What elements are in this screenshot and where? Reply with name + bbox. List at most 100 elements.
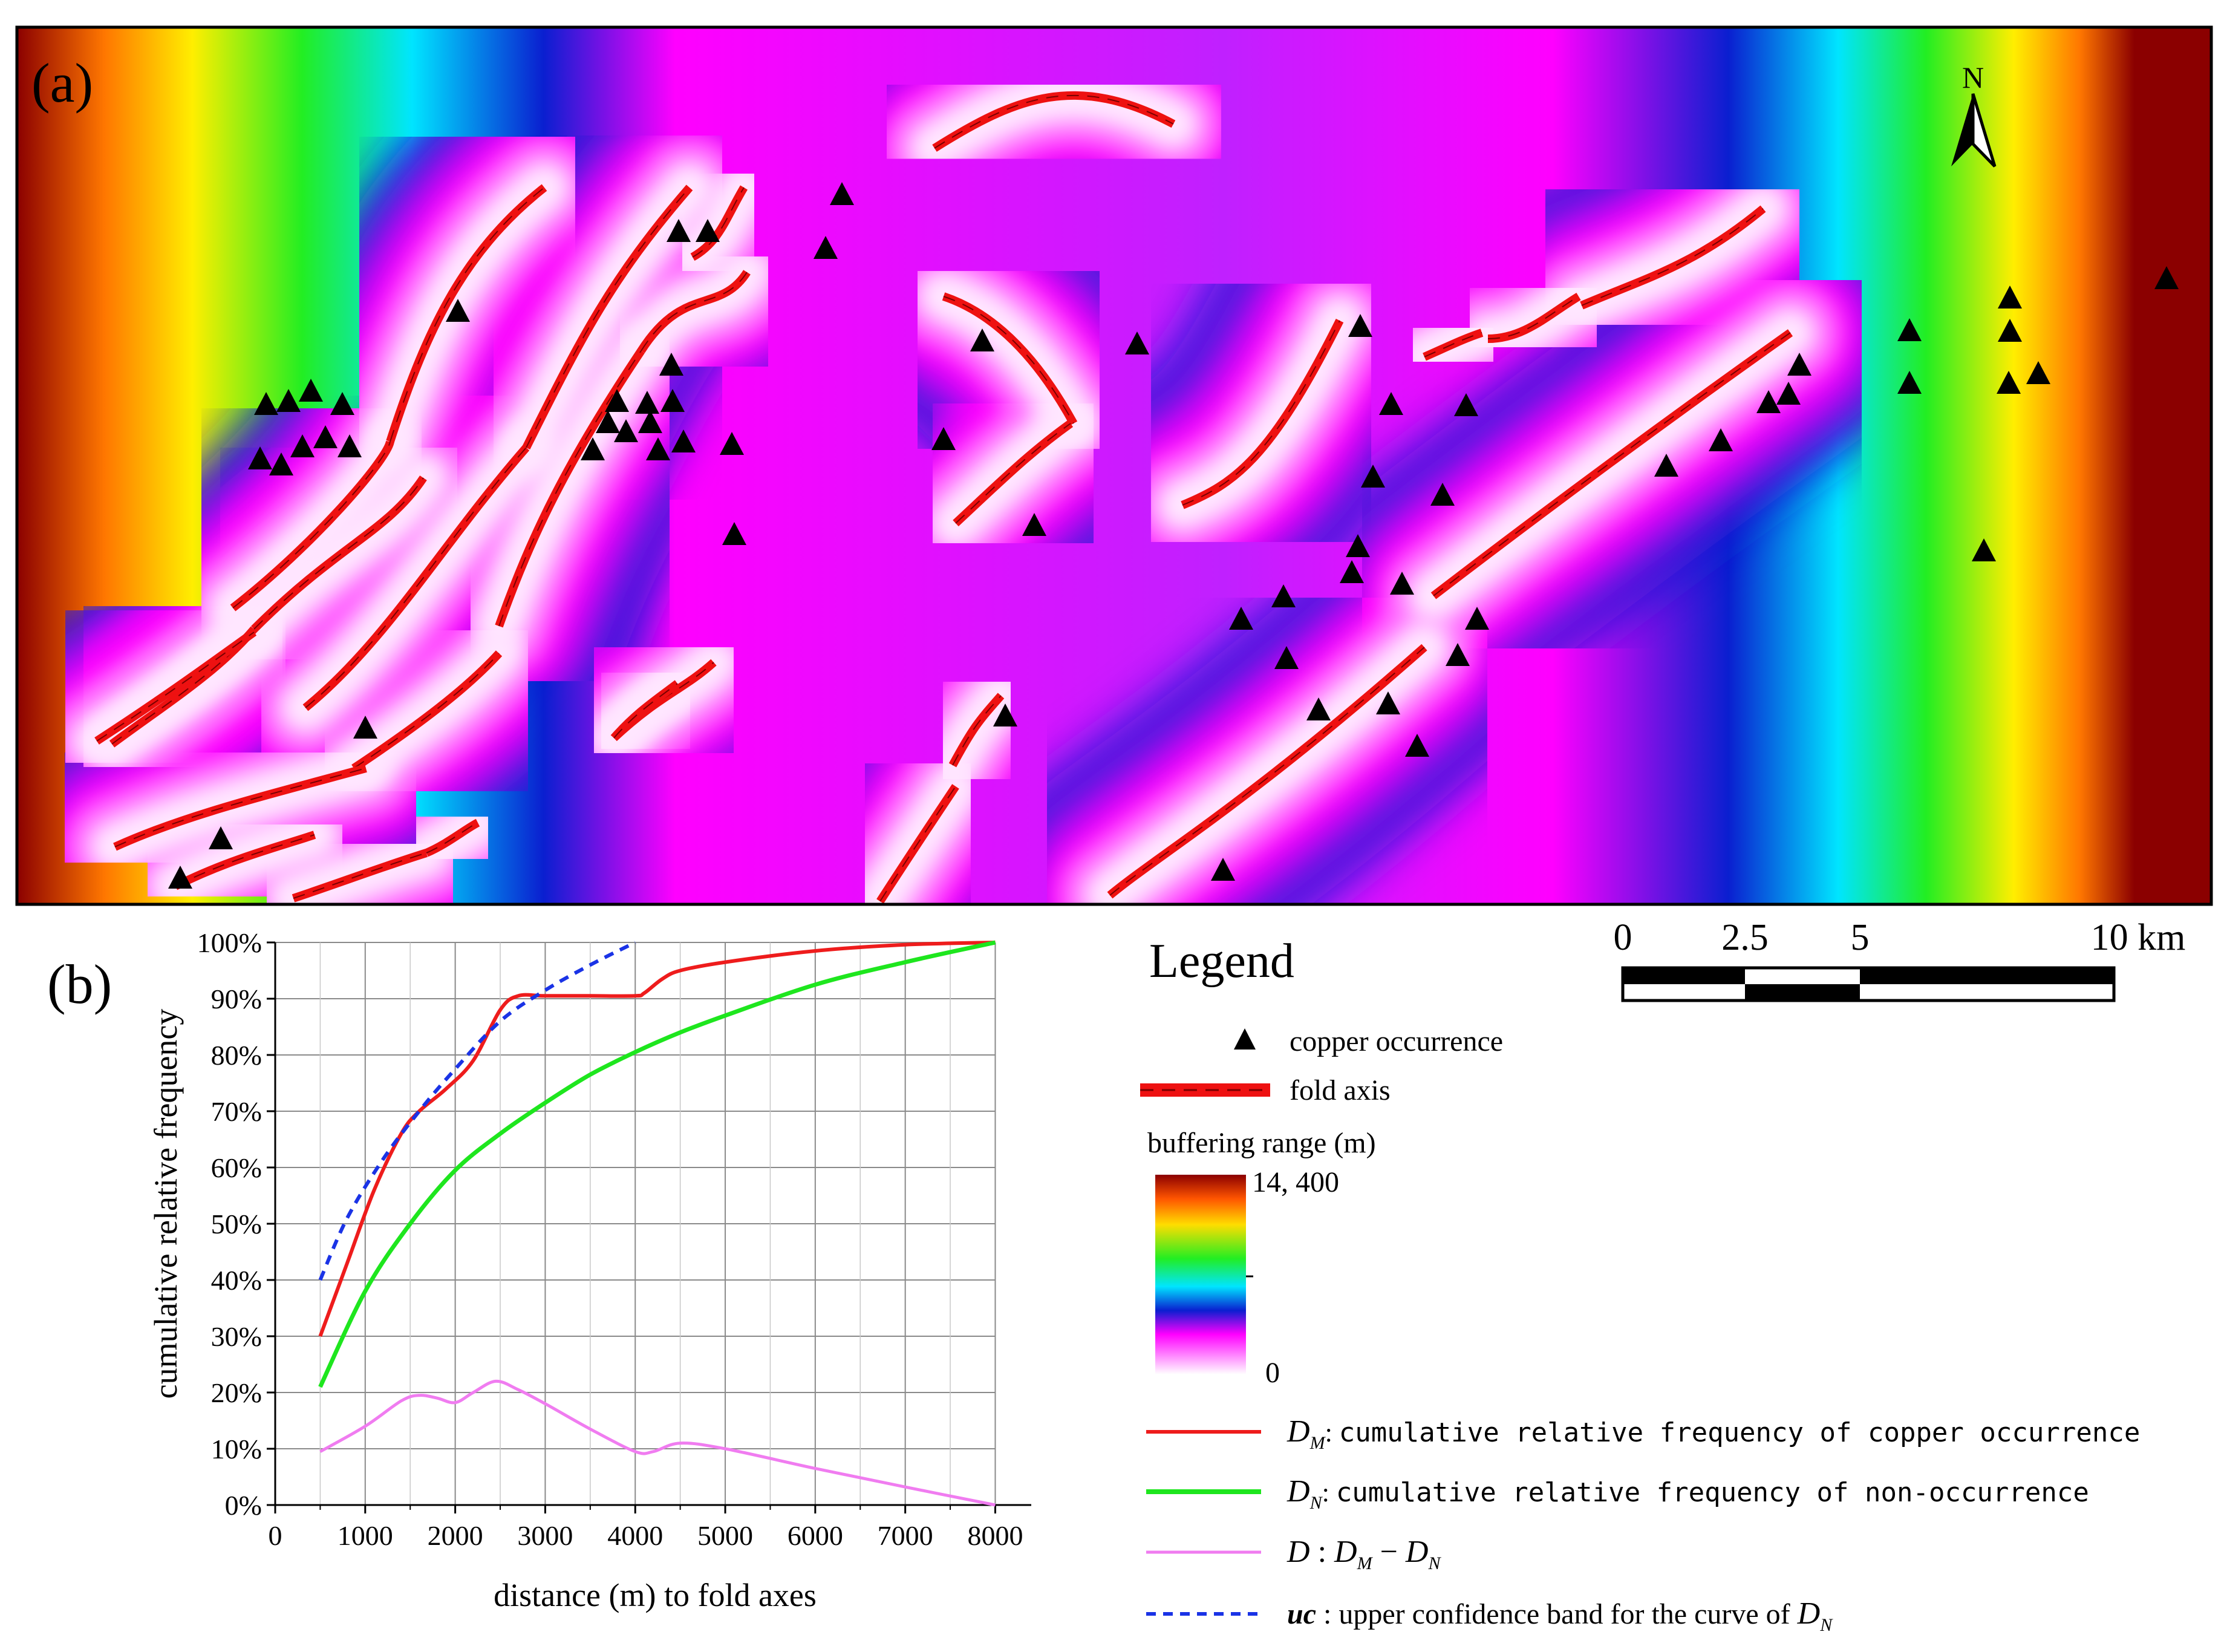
copper-occurrence-icon	[1022, 513, 1046, 536]
copper-occurrence-icon	[330, 392, 354, 415]
copper-occurrence-icon	[830, 182, 854, 205]
copper-occurrence-icon	[814, 236, 838, 259]
legend-uc-entry: uc : upper confidence band for the curve…	[1287, 1596, 1833, 1635]
chart-panel: (b) 0% 10% 20% 30% 40% 50% 60% 70% 80% 90% 100% 0 10…	[47, 927, 1031, 1613]
copper-occurrence-icon	[671, 429, 696, 452]
legend-dn-entry: DN: cumulative relative frequency of non…	[1286, 1474, 2089, 1513]
north-arrow-icon: N	[1951, 60, 1997, 168]
series-line-dn	[318, 940, 996, 1388]
copper-occurrence-icon	[1972, 538, 1996, 561]
x-tick-label: 3000	[517, 1520, 573, 1551]
copper-occurrence-icon	[254, 392, 278, 415]
copper-occurrence-icon	[2026, 361, 2050, 384]
map-frame	[15, 25, 2213, 906]
legend-buffer-min: 0	[1265, 1357, 1280, 1389]
copper-occurrence-icon	[1379, 392, 1403, 415]
copper-occurrence-icon	[1348, 314, 1372, 337]
y-tick-label: 90%	[211, 984, 262, 1014]
y-tick-label: 100%	[197, 927, 262, 958]
y-tick-label: 80%	[211, 1040, 262, 1071]
x-tick-label: 1000	[338, 1520, 393, 1551]
copper-occurrence-icon	[720, 432, 744, 455]
x-tick-label: 5000	[697, 1520, 753, 1551]
copper-occurrence-icon	[168, 866, 192, 889]
panel-a-label: (a)	[31, 52, 93, 114]
plot-series	[318, 940, 996, 1507]
x-axis-label: distance (m) to fold axes	[494, 1577, 817, 1613]
copper-occurrence-icon	[581, 437, 605, 460]
y-tick-label: 20%	[211, 1377, 262, 1408]
scale-bar: 0 2.5 5 10 km	[1614, 917, 2186, 1002]
copper-occurrence-icon	[722, 522, 746, 545]
legend-buffer-title: buffering range (m)	[1147, 1127, 1376, 1159]
scale-tick-10: 10 km	[2091, 917, 2186, 958]
legend-occurrence-label: copper occurrence	[1290, 1025, 1503, 1057]
copper-occurrence-icon	[1229, 607, 1253, 630]
legend: Legend copper occurrence fold axis buffe…	[1140, 935, 2140, 1635]
copper-occurrence-icon	[1430, 483, 1455, 506]
copper-occurrence-icon	[290, 434, 315, 457]
y-tick-label: 40%	[211, 1265, 262, 1296]
legend-dm-entry: DM: cumulative relative frequency of cop…	[1286, 1414, 2140, 1453]
copper-occurrence-icon	[993, 704, 1017, 726]
y-axis-label: cumulative relative frequency	[148, 1009, 184, 1399]
x-tick-label: 7000	[878, 1520, 933, 1551]
fold-axes	[94, 91, 1793, 904]
copper-occurrence-icon	[646, 437, 670, 460]
copper-occurrence-icon	[596, 410, 620, 433]
scale-tick-0: 0	[1614, 917, 1632, 958]
series-line-dm	[318, 941, 996, 1337]
fold-axis-line	[495, 348, 645, 628]
series-line-d	[319, 1379, 996, 1507]
copper-occurrence-icon	[446, 299, 470, 322]
y-tick-label: 10%	[211, 1434, 262, 1464]
north-label: N	[1962, 60, 1984, 94]
copper-occurrence-icon	[1998, 319, 2022, 342]
buffer-color-ramp	[1155, 1175, 1246, 1374]
copper-occurrence-icon	[614, 419, 638, 442]
legend-d-entry: D : DM − DN	[1286, 1535, 1441, 1573]
copper-occurrence-icon	[1776, 382, 1801, 405]
copper-occurrence-icon	[1756, 390, 1781, 413]
copper-occurrence-icon	[1997, 371, 2021, 394]
copper-occurrence-icon	[1454, 393, 1478, 416]
copper-occurrence-icon	[299, 379, 323, 402]
copper-occurrence-icon	[1465, 607, 1489, 630]
y-tick-label: 50%	[211, 1209, 262, 1239]
legend-triangle-icon	[1234, 1028, 1256, 1050]
copper-occurrence-icon	[1709, 428, 1733, 451]
copper-occurrence-icon	[1446, 643, 1470, 666]
x-tick-label: 6000	[788, 1520, 843, 1551]
copper-occurrence-icon	[638, 410, 662, 433]
copper-occurrence-icon	[353, 716, 377, 739]
x-tick-label: 2000	[428, 1520, 483, 1551]
copper-occurrence-icon	[338, 434, 362, 457]
x-tick-label: 8000	[967, 1520, 1023, 1551]
legend-title: Legend	[1149, 935, 1294, 988]
copper-occurrence-icon	[248, 446, 272, 469]
copper-occurrence-icon	[660, 389, 685, 412]
plot-axes: 0% 10% 20% 30% 40% 50% 60% 70% 80% 90% 100% 0 1000 20…	[197, 927, 1031, 1551]
copper-occurrence-icon	[659, 353, 683, 376]
copper-occurrence-icon	[1361, 465, 1385, 488]
map-panel: (a) N	[15, 25, 2213, 906]
copper-occurrence-icon	[1271, 584, 1296, 607]
copper-occurrence-icon	[2154, 266, 2179, 289]
copper-occurrence-icon	[1390, 572, 1414, 595]
y-tick-label: 70%	[211, 1096, 262, 1127]
panel-b-label: (b)	[47, 953, 112, 1015]
copper-occurrence-icon	[1405, 734, 1429, 757]
copper-occurrence-icon	[1654, 454, 1678, 477]
copper-occurrence-icon	[970, 328, 994, 351]
copper-occurrence-icon	[1376, 691, 1400, 714]
copper-occurrence-icon	[1897, 371, 1922, 394]
copper-occurrence-icon	[696, 219, 720, 242]
plot-grid	[275, 942, 996, 1505]
y-tick-label: 60%	[211, 1152, 262, 1183]
x-tick-label: 0	[269, 1520, 282, 1551]
copper-occurrence-icon	[269, 452, 293, 475]
x-tick-label: 4000	[607, 1520, 663, 1551]
copper-occurrence-icon	[931, 427, 956, 450]
y-tick-label: 30%	[211, 1321, 262, 1352]
